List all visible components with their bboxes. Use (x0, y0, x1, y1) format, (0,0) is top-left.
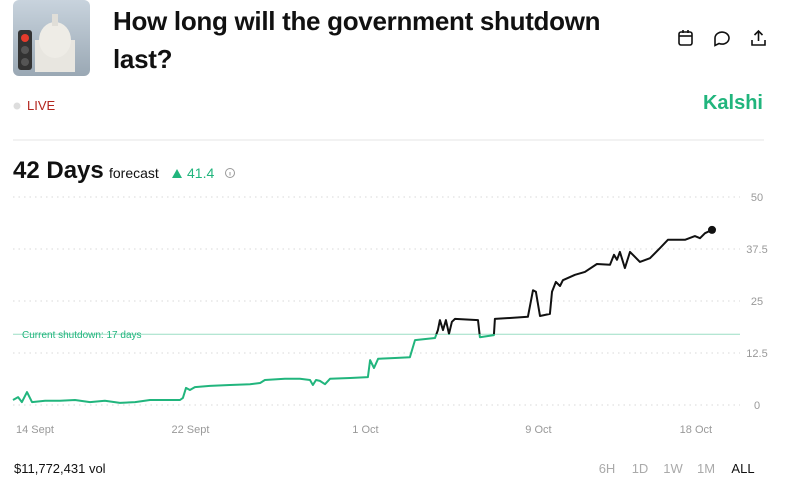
market-title: How long will the government shutdown la… (113, 6, 601, 74)
x-tick-label: 22 Sept (172, 424, 210, 436)
range-button[interactable]: 1W (663, 461, 683, 476)
range-button[interactable]: 6H (598, 461, 616, 476)
y-tick-label: 12.5 (746, 348, 767, 360)
up-triangle (172, 169, 182, 178)
y-tick-label: 37.5 (746, 244, 767, 256)
forecast-headline: 42 Days (13, 157, 104, 184)
range-button[interactable]: 1M (696, 461, 716, 476)
x-tick-label: 9 Oct (525, 424, 551, 436)
y-tick-label: 0 (754, 400, 760, 412)
y-tick-label: 50 (751, 192, 763, 204)
series-line (12, 334, 495, 404)
x-tick-label: 14 Sept (16, 424, 54, 436)
x-tick-label: 18 Oct (680, 424, 712, 436)
thumbnail (13, 0, 90, 76)
plot: 0 12.5 25 37.5 50 14 Sept 22 Sept 1 Oct 9 Oct 18 … (12, 192, 768, 436)
info-icon[interactable] (225, 168, 235, 178)
range-button[interactable]: ALL (731, 461, 755, 476)
share-icon[interactable] (751, 29, 766, 46)
series-line (435, 228, 713, 335)
forecast-change: 41.4 (187, 165, 215, 181)
calendar-icon[interactable] (678, 30, 693, 46)
volume: $11,772,431 vol (14, 461, 106, 476)
live-status: LIVE (27, 98, 56, 113)
y-tick-label: 25 (751, 296, 763, 308)
live-dot (13, 102, 21, 110)
toolbar-icons (678, 29, 766, 47)
comment-icon[interactable] (714, 31, 730, 47)
x-tick-label: 1 Oct (352, 424, 378, 436)
range-button[interactable]: 1D (631, 461, 649, 476)
end-point (708, 225, 717, 234)
brand[interactable]: Kalshi (702, 92, 763, 114)
reference-label: Current shutdown: 17 days (22, 330, 142, 341)
forecast-label: forecast (109, 165, 159, 181)
